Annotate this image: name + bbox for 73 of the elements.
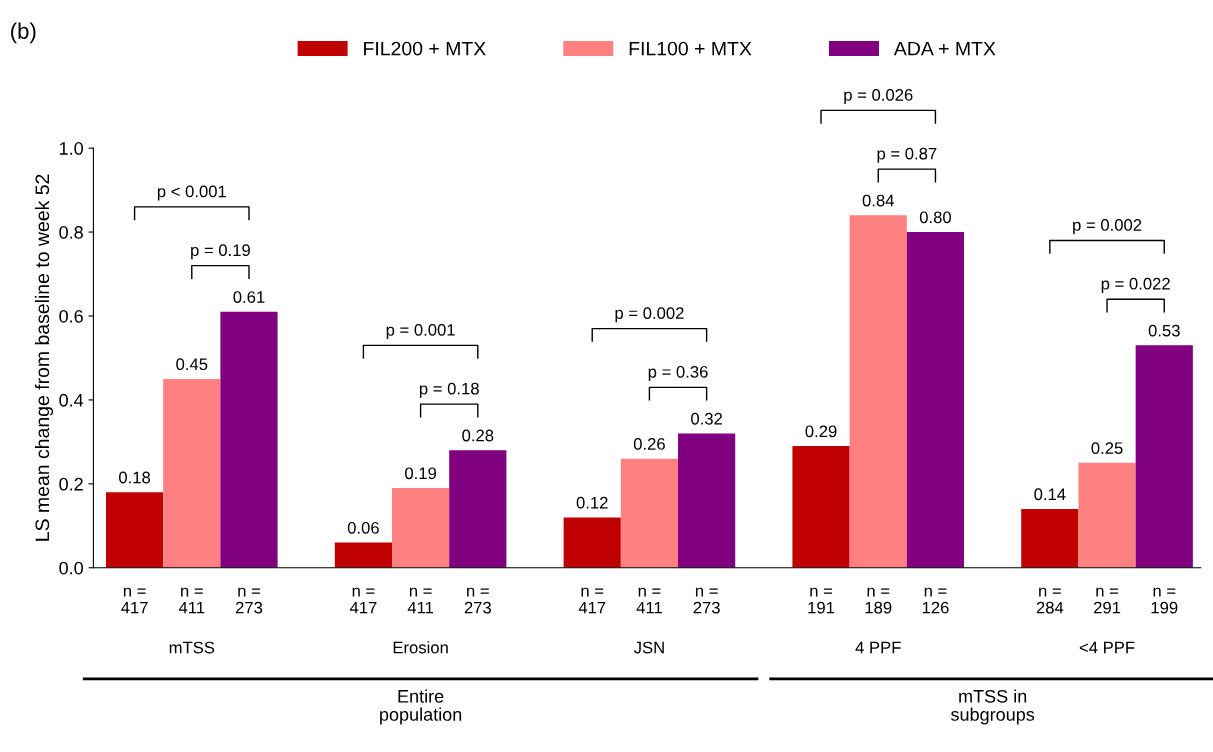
text: n = 199 <box>1151 587 1178 614</box>
text: n = 291 <box>1093 587 1121 614</box>
text: n = 273 <box>464 587 491 614</box>
data-label: 0.12 <box>576 496 608 509</box>
text: n = 273 <box>693 587 720 614</box>
text: (b) <box>11 22 36 44</box>
bar <box>163 378 221 568</box>
x-tick-label: 4 PPF <box>855 641 901 654</box>
annotation: p = 0.022 <box>1101 277 1170 293</box>
y-tick-label: 0.0 <box>59 561 83 575</box>
text: n = 126 <box>922 587 949 614</box>
text: n = 411 <box>636 587 662 614</box>
data-label: 0.06 <box>347 521 379 534</box>
bar <box>792 446 850 568</box>
annotation: p = 0.002 <box>1073 219 1142 235</box>
bar <box>620 458 679 568</box>
text: n = 273 <box>235 587 263 614</box>
data-label: 0.26 <box>633 438 665 450</box>
y-tick-label: 0.8 <box>59 226 83 239</box>
annotation: p = 0.36 <box>648 365 708 382</box>
x-tick-label: Erosion <box>393 641 448 654</box>
bar <box>678 433 736 568</box>
data-label: 0.25 <box>1091 442 1123 455</box>
text: n = 417 <box>349 587 377 614</box>
annotation: p < 0.001 <box>157 185 226 201</box>
text: n = 411 <box>178 587 205 614</box>
legend-label: FIL100 + MTX <box>629 41 752 56</box>
text: n = 411 <box>407 587 434 614</box>
legend-label: FIL200 + MTX <box>364 41 486 56</box>
data-label: 0.28 <box>462 429 494 442</box>
bar <box>1135 345 1193 568</box>
data-label: 0.32 <box>691 412 723 425</box>
bar <box>563 517 621 568</box>
legend-label: ADA + MTX <box>893 41 996 56</box>
annotation: p = 0.87 <box>877 147 937 163</box>
data-label: 0.18 <box>119 471 151 484</box>
annotation: p = 0.19 <box>191 244 250 260</box>
text: n = 191 <box>808 587 835 614</box>
data-label: 0.80 <box>919 211 952 224</box>
y-axis-title: LS mean change from baseline to week 52 <box>34 174 54 541</box>
y-tick-label: 1.0 <box>59 142 83 155</box>
bar <box>105 492 164 568</box>
y-tick-label: 0.6 <box>59 309 83 323</box>
annotation: p = 0.002 <box>615 307 684 323</box>
text: n = 417 <box>121 587 148 614</box>
data-label: 0.53 <box>1148 324 1180 337</box>
bar <box>906 232 965 568</box>
bar <box>392 488 450 568</box>
text: Entire population <box>380 689 462 725</box>
text: p = 0.026 <box>844 88 913 105</box>
bar <box>220 311 278 568</box>
y-tick-label: 0.2 <box>59 477 83 491</box>
x-tick-label: <4 PPF <box>1079 641 1135 654</box>
x-tick-label: mTSS <box>169 641 215 654</box>
x-tick-label: JSN <box>633 641 664 654</box>
y-tick-label: 0.4 <box>59 393 84 407</box>
text: mTSS in subgroups <box>950 689 1035 725</box>
data-label: 0.61 <box>233 291 265 303</box>
bar <box>1021 509 1079 568</box>
annotation: p = 0.18 <box>419 382 479 398</box>
text: n = 417 <box>578 587 606 614</box>
text: n = 284 <box>1036 587 1064 614</box>
data-label: 0.84 <box>862 194 894 207</box>
bar <box>449 450 507 568</box>
data-label: 0.19 <box>405 467 437 480</box>
annotation: p = 0.001 <box>386 323 455 340</box>
text: n = 189 <box>865 587 892 614</box>
data-label: 0.14 <box>1034 488 1066 501</box>
bar <box>334 542 393 568</box>
bar <box>849 215 907 568</box>
data-label: 0.45 <box>176 358 208 371</box>
bar <box>1078 462 1136 568</box>
data-label: 0.29 <box>805 425 837 438</box>
